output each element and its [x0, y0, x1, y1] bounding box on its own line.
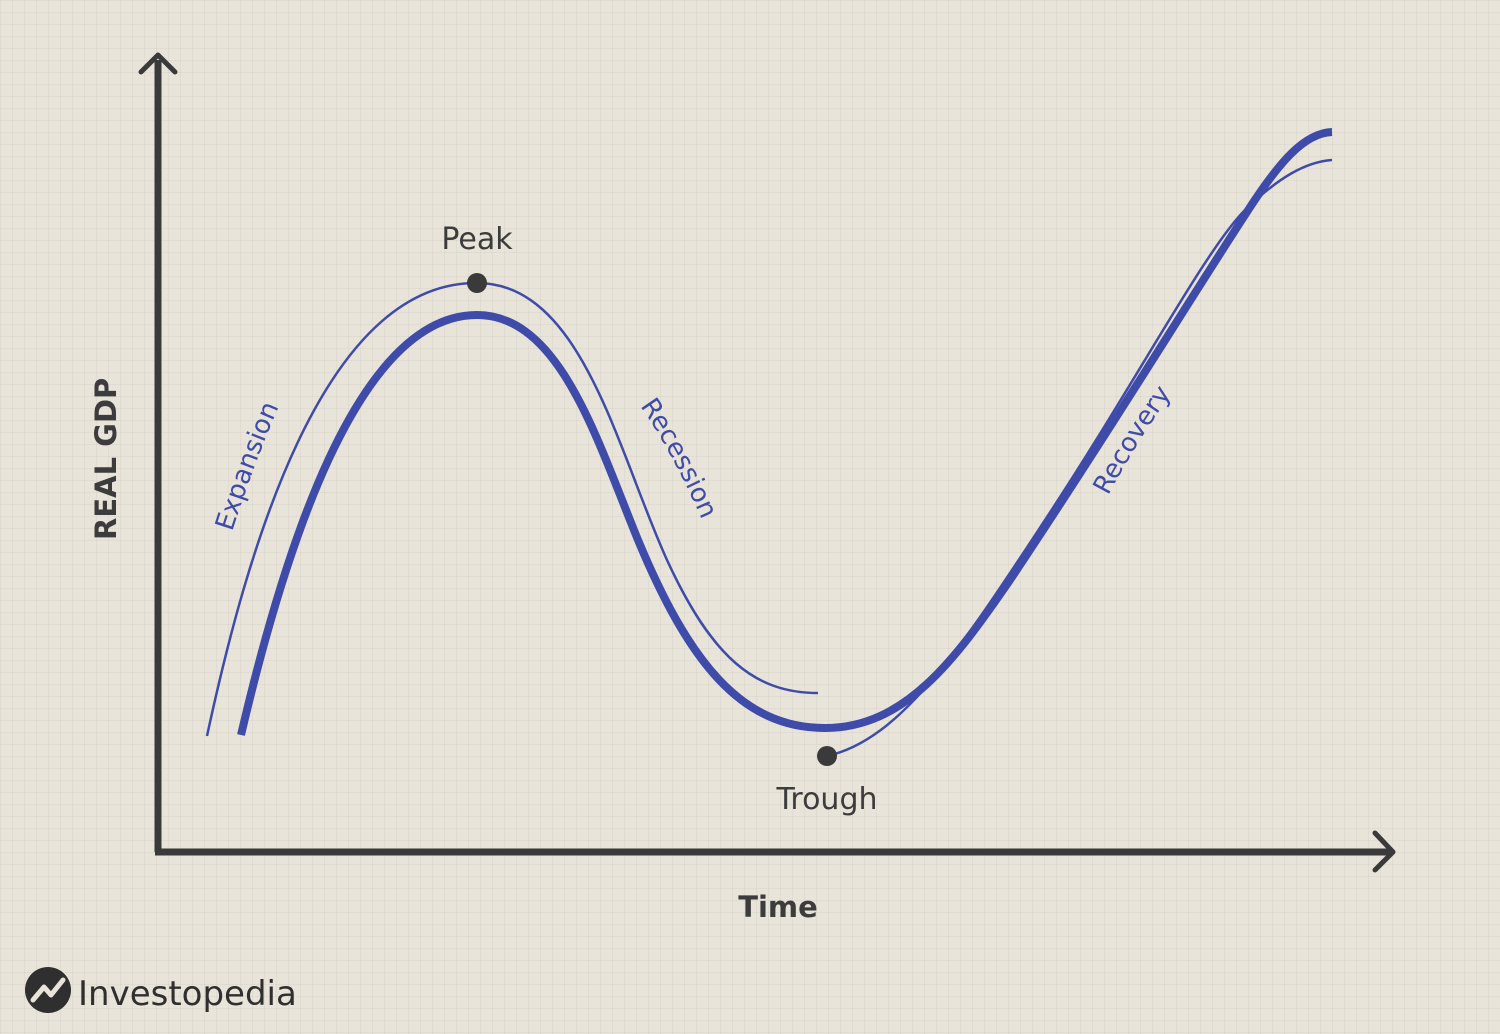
investopedia-logo-mark	[30, 977, 66, 1003]
brand-name: Investopedia	[78, 974, 297, 1014]
gdp-curve	[237, 128, 1333, 736]
peak-marker	[467, 273, 487, 293]
x-axis-label: Time	[738, 890, 818, 924]
expansion-label: Expansion	[210, 397, 285, 534]
peak-label: Peak	[441, 222, 513, 257]
x-axis-arrow-icon	[1372, 830, 1396, 873]
axes	[138, 52, 1396, 873]
trough-label: Trough	[775, 782, 877, 817]
phase-guide-right	[826, 158, 1333, 758]
recession-label: Recession	[634, 393, 723, 523]
trough-marker	[817, 746, 837, 766]
recession-label-text: Recession	[634, 393, 723, 523]
y-axis-arrow-icon	[138, 52, 178, 75]
brand-logo: Investopedia	[25, 967, 297, 1014]
expansion-label-text: Expansion	[210, 397, 285, 534]
phase-guide-left	[205, 281, 819, 737]
y-axis-label: REAL GDP	[89, 378, 123, 540]
